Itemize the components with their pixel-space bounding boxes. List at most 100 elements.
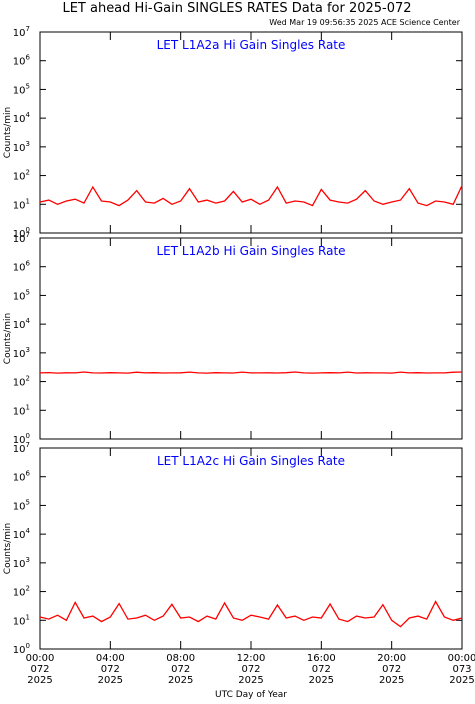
y-tick-label: 101 (13, 613, 30, 627)
panel-title: LET L1A2b Hi Gain Singles Rate (156, 244, 345, 258)
y-tick-exp: 2 (26, 585, 30, 593)
y-tick-exp: 2 (26, 169, 30, 177)
y-tick-base: 10 (13, 234, 26, 245)
y-tick-exp: 5 (26, 498, 30, 506)
x-tick-label: 2025 (98, 675, 123, 686)
y-tick-base: 10 (13, 530, 26, 541)
x-tick-label: 072 (171, 664, 190, 675)
x-tick-label: 00:00 (26, 653, 55, 664)
y-tick-label: 106 (13, 470, 31, 484)
y-tick-exp: 3 (26, 140, 30, 148)
y-tick-label: 101 (13, 197, 30, 211)
y-tick-base: 10 (13, 291, 26, 302)
x-tick-label: 00:00 (448, 653, 475, 664)
y-tick-label: 104 (13, 527, 31, 541)
x-tick-label: 08:00 (166, 653, 195, 664)
y-tick-exp: 4 (26, 527, 31, 535)
x-tick-label: 2025 (238, 675, 263, 686)
y-tick-label: 105 (13, 498, 30, 512)
data-line (39, 185, 463, 207)
y-tick-exp: 3 (26, 556, 30, 564)
y-tick-exp: 6 (26, 470, 31, 478)
y-tick-label: 104 (13, 111, 31, 125)
x-tick-label: 16:00 (307, 653, 336, 664)
y-tick-base: 10 (13, 229, 26, 240)
y-tick-exp: 0 (26, 226, 30, 234)
y-tick-exp: 7 (26, 441, 30, 449)
x-tick-label: 2025 (27, 675, 52, 686)
y-tick-base: 10 (13, 114, 26, 125)
y-tick-exp: 5 (26, 82, 30, 90)
y-tick-label: 106 (13, 260, 31, 274)
y-tick-label: 106 (13, 54, 31, 68)
x-tick-label: 072 (30, 664, 49, 675)
y-tick-exp: 4 (26, 111, 31, 119)
y-tick-label: 105 (13, 288, 30, 302)
y-tick-base: 10 (13, 501, 26, 512)
y-tick-base: 10 (13, 435, 26, 446)
y-tick-exp: 6 (26, 260, 31, 268)
y-tick-base: 10 (13, 320, 26, 331)
y-tick-exp: 7 (26, 25, 30, 33)
y-tick-label: 104 (13, 317, 31, 331)
x-tick-label: 04:00 (96, 653, 125, 664)
y-axis-label: Counts/min (3, 313, 13, 364)
y-tick-label: 102 (13, 585, 30, 599)
y-tick-exp: 1 (26, 197, 30, 205)
y-tick-exp: 1 (26, 403, 30, 411)
y-tick-base: 10 (13, 559, 26, 570)
y-tick-base: 10 (13, 200, 26, 211)
plot-frame (39, 237, 463, 440)
y-tick-base: 10 (13, 444, 26, 455)
y-tick-exp: 5 (26, 288, 30, 296)
x-tick-label: 072 (241, 664, 260, 675)
x-axis-label: UTC Day of Year (215, 690, 287, 700)
x-tick-label: 072 (101, 664, 120, 675)
plot-frame (39, 447, 463, 650)
data-line (39, 371, 463, 374)
plot-frame (39, 31, 463, 234)
y-tick-base: 10 (13, 378, 26, 389)
y-tick-label: 103 (13, 556, 30, 570)
y-tick-exp: 0 (26, 432, 30, 440)
y-axis-label: Counts/min (3, 107, 13, 158)
panel-title: LET L1A2c Hi Gain Singles Rate (157, 454, 345, 468)
x-tick-label: 2025 (379, 675, 404, 686)
y-tick-base: 10 (13, 143, 26, 154)
y-tick-label: 100 (13, 432, 30, 446)
x-tick-label: 073 (452, 664, 471, 675)
y-tick-label: 102 (13, 375, 30, 389)
y-tick-exp: 1 (26, 613, 30, 621)
y-tick-exp: 7 (26, 231, 30, 239)
y-tick-base: 10 (13, 263, 26, 274)
y-tick-label: 101 (13, 403, 30, 417)
y-axis-label: Counts/min (3, 523, 13, 574)
y-tick-label: 105 (13, 82, 30, 96)
x-tick-label: 2025 (309, 675, 334, 686)
x-tick-label: 2025 (168, 675, 193, 686)
y-tick-exp: 4 (26, 317, 31, 325)
y-tick-label: 103 (13, 346, 30, 360)
y-tick-label: 107 (13, 231, 30, 245)
panel-title: LET L1A2a Hi Gain Singles Rate (157, 38, 346, 52)
y-tick-base: 10 (13, 645, 26, 656)
x-tick-label: 2025 (449, 675, 474, 686)
y-tick-exp: 6 (26, 54, 31, 62)
y-tick-base: 10 (13, 473, 26, 484)
y-tick-base: 10 (13, 349, 26, 360)
y-tick-exp: 0 (26, 642, 30, 650)
y-tick-label: 102 (13, 169, 30, 183)
x-tick-label: 072 (382, 664, 401, 675)
y-tick-base: 10 (13, 172, 26, 183)
timestamp: Wed Mar 19 09:56:35 2025 ACE Science Cen… (269, 18, 460, 27)
y-tick-base: 10 (13, 85, 26, 96)
y-tick-exp: 2 (26, 375, 30, 383)
y-tick-base: 10 (13, 406, 26, 417)
y-tick-exp: 3 (26, 346, 30, 354)
x-tick-label: 072 (312, 664, 331, 675)
y-tick-label: 107 (13, 441, 30, 455)
y-tick-base: 10 (13, 28, 26, 39)
y-tick-label: 103 (13, 140, 30, 154)
x-tick-label: 20:00 (377, 653, 406, 664)
